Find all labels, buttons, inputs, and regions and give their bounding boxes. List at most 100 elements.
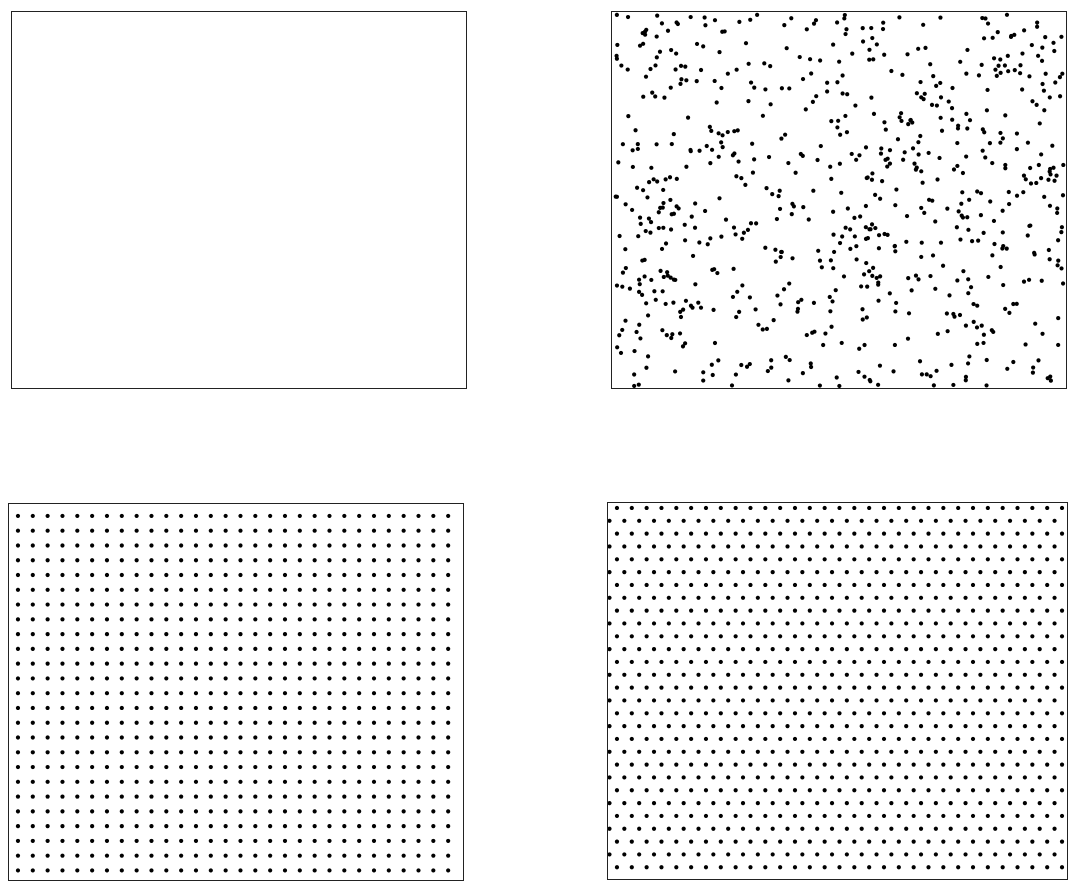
lattice-point: [844, 801, 849, 806]
random-point: [1039, 278, 1044, 283]
lattice-point: [446, 838, 451, 843]
lattice-point: [386, 528, 391, 533]
lattice-point: [881, 685, 887, 690]
lattice-point: [268, 513, 273, 519]
lattice-point: [253, 838, 258, 843]
random-point: [916, 46, 921, 51]
random-point: [776, 194, 781, 199]
lattice-point: [253, 617, 258, 622]
lattice-point: [386, 558, 391, 563]
lattice-point: [881, 736, 887, 742]
random-point: [919, 240, 924, 245]
lattice-point: [357, 868, 362, 873]
lattice-point: [1059, 762, 1065, 767]
lattice-point: [327, 543, 332, 548]
lattice-point: [933, 621, 938, 626]
lattice-point: [681, 544, 686, 549]
lattice-point: [911, 505, 916, 511]
lattice-point: [674, 608, 679, 613]
random-point: [939, 128, 945, 133]
random-point: [619, 63, 624, 68]
lattice-point: [75, 632, 80, 637]
lattice-point: [874, 570, 879, 575]
lattice-point: [45, 750, 50, 755]
lattice-point: [119, 720, 124, 725]
random-point: [797, 54, 802, 60]
lattice-point: [90, 809, 95, 814]
lattice-point: [726, 801, 731, 806]
lattice-point: [629, 531, 634, 536]
lattice-point: [1045, 736, 1050, 742]
lattice-point: [918, 801, 924, 806]
lattice-point: [696, 544, 701, 549]
random-point: [623, 202, 628, 207]
lattice-point: [134, 572, 139, 578]
random-point: [717, 196, 722, 201]
lattice-point: [416, 572, 421, 578]
lattice-point: [985, 608, 990, 613]
lattice-point: [312, 632, 317, 637]
lattice-point: [342, 632, 347, 637]
lattice-point: [1052, 801, 1057, 806]
random-point: [654, 34, 659, 39]
random-point: [945, 329, 950, 334]
random-point: [804, 27, 809, 32]
lattice-point: [134, 735, 139, 740]
lattice-point: [896, 685, 901, 690]
lattice-point: [1052, 826, 1057, 831]
lattice-point: [164, 528, 169, 533]
lattice-point: [1037, 749, 1042, 754]
lattice-point: [926, 582, 931, 588]
lattice-point: [651, 698, 657, 703]
lattice-point: [386, 513, 391, 519]
random-point: [790, 256, 795, 261]
lattice-point: [15, 528, 21, 533]
lattice-point: [357, 794, 362, 799]
lattice-point: [1030, 531, 1035, 536]
lattice-point: [956, 531, 961, 536]
lattice-point: [193, 691, 199, 696]
lattice-point: [104, 838, 110, 843]
random-point: [931, 74, 936, 79]
random-point: [944, 311, 949, 316]
random-point: [683, 238, 688, 243]
lattice-point: [852, 557, 857, 562]
random-point: [876, 298, 881, 303]
random-point: [709, 128, 714, 133]
lattice-point: [431, 794, 436, 799]
lattice-point: [401, 735, 406, 740]
random-point: [1021, 190, 1026, 195]
lattice-point: [60, 676, 65, 681]
lattice-point: [1052, 647, 1057, 652]
lattice-point: [1007, 852, 1013, 857]
lattice-point: [881, 659, 887, 665]
random-point: [677, 331, 683, 336]
random-point: [654, 142, 659, 147]
lattice-point: [253, 572, 258, 578]
lattice-point: [859, 518, 864, 523]
lattice-point: [829, 749, 835, 754]
random-point: [709, 147, 715, 152]
random-point: [733, 232, 738, 237]
lattice-point: [238, 853, 243, 858]
lattice-point: [711, 518, 716, 523]
random-point: [715, 270, 720, 276]
lattice-point: [985, 788, 990, 793]
lattice-point: [75, 853, 80, 858]
lattice-point: [297, 513, 302, 519]
random-point: [867, 57, 872, 62]
random-point: [659, 21, 665, 26]
lattice-point: [681, 698, 686, 703]
lattice-point: [1022, 595, 1027, 600]
random-point: [986, 274, 991, 280]
lattice-point: [829, 852, 835, 857]
lattice-point: [755, 544, 760, 549]
lattice-point: [134, 868, 139, 873]
random-point: [960, 170, 966, 176]
lattice-point: [282, 824, 288, 829]
lattice-point: [342, 794, 347, 799]
random-point: [712, 340, 718, 346]
lattice-point: [629, 813, 634, 819]
random-point: [768, 64, 773, 69]
lattice-point: [815, 647, 820, 652]
